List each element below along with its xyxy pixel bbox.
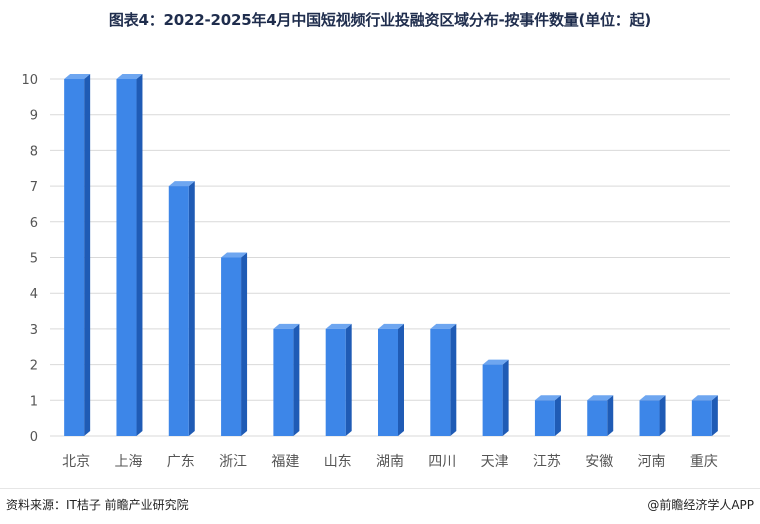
y-tick-label: 6 (30, 216, 38, 231)
bar-side (502, 359, 509, 436)
bar (221, 257, 242, 436)
x-tick-label: 湖南 (376, 454, 404, 470)
y-tick-label: 9 (30, 109, 38, 124)
y-tick-label: 0 (30, 430, 38, 445)
x-tick-label: 四川 (428, 454, 456, 470)
y-tick-label: 2 (30, 359, 38, 374)
bar-side (188, 181, 195, 436)
bar-top (273, 323, 300, 329)
bar-side (554, 395, 561, 436)
bar-top (691, 395, 718, 401)
x-tick-label: 北京 (62, 454, 90, 470)
x-tick-label: 重庆 (690, 454, 718, 470)
x-tick-label: 广东 (167, 454, 195, 470)
bar-top (221, 252, 248, 258)
y-tick-label: 1 (30, 394, 38, 409)
bar-top (116, 74, 143, 79)
bar-top (430, 323, 457, 329)
x-tick-label: 浙江 (219, 454, 247, 470)
x-tick-label: 天津 (481, 454, 509, 470)
footer-divider (0, 488, 760, 489)
bar-top (482, 359, 509, 365)
bar (325, 328, 346, 436)
bar (691, 400, 712, 436)
bar-side (607, 395, 614, 436)
bar-top (168, 181, 195, 187)
bar-top (325, 323, 352, 329)
bar (378, 328, 398, 436)
bar-side (345, 323, 352, 436)
bar-side (84, 74, 91, 436)
bar-side (659, 395, 666, 436)
bar (430, 328, 451, 436)
x-tick-label: 安徽 (585, 454, 613, 470)
bar-side (711, 395, 718, 436)
x-tick-label: 山东 (324, 454, 352, 470)
y-tick-label: 7 (30, 180, 38, 195)
bar (168, 186, 189, 436)
bar-side (398, 323, 404, 436)
bar-top (378, 323, 404, 329)
y-tick-label: 10 (21, 73, 38, 88)
bar-side (136, 74, 143, 436)
bar-side (293, 323, 300, 436)
brand-note: @前瞻经济学人APP (647, 498, 754, 512)
y-tick-label: 8 (30, 144, 38, 159)
y-tick-label: 4 (30, 287, 38, 302)
bar (482, 364, 503, 436)
bar-top (64, 74, 91, 79)
bar-side (241, 252, 248, 436)
x-tick-label: 上海 (114, 454, 142, 470)
bar (639, 400, 660, 436)
bar (116, 79, 137, 436)
bar-top (534, 395, 561, 401)
y-tick-label: 5 (30, 252, 38, 267)
x-tick-label: 福建 (271, 454, 299, 470)
x-tick-label: 河南 (638, 454, 666, 470)
chart-title: 图表4：2022-2025年4月中国短视频行业投融资区域分布-按事件数量(单位：… (108, 11, 652, 29)
x-tick-label: 江苏 (533, 454, 561, 470)
source-note: 资料来源：IT桔子 前瞻产业研究院 (6, 498, 189, 512)
bar-top (639, 395, 666, 401)
bar-side (450, 323, 457, 436)
bar (64, 79, 85, 436)
bar (273, 328, 294, 436)
y-tick-label: 3 (30, 323, 38, 338)
bar (587, 400, 608, 436)
bar-top (587, 395, 614, 401)
bar (534, 400, 555, 436)
